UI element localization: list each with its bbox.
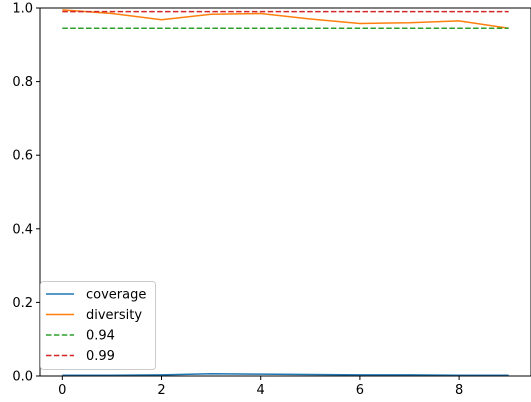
legend-label: coverage [86,288,146,303]
x-tick-label: 2 [157,383,165,398]
legend-box [40,281,156,370]
y-tick-label: 0.6 [12,149,33,164]
axes-frame [39,7,531,377]
legend-label: 0.94 [86,329,115,344]
legend-label: diversity [86,308,142,323]
series-layer [62,9,509,377]
y-tick-label: 0.4 [12,222,33,237]
y-axis: 0.0 0.2 0.4 0.6 0.8 1.0 [12,2,40,385]
x-tick-label: 4 [257,383,265,398]
series-line-coverage [62,373,509,377]
y-tick-label: 0.0 [12,370,33,385]
x-axis: 0 2 4 6 8 [58,376,463,398]
legend: coverage diversity 0.94 0.99 [40,281,156,370]
y-tick-label: 0.8 [12,75,33,90]
y-tick-label: 0.2 [12,296,33,311]
x-tick-label: 8 [455,383,463,398]
series-line-diversity [62,9,509,29]
y-tick-label: 1.0 [12,2,33,17]
x-tick-label: 6 [356,383,364,398]
x-tick-label: 0 [58,383,66,398]
legend-label: 0.99 [86,349,115,364]
